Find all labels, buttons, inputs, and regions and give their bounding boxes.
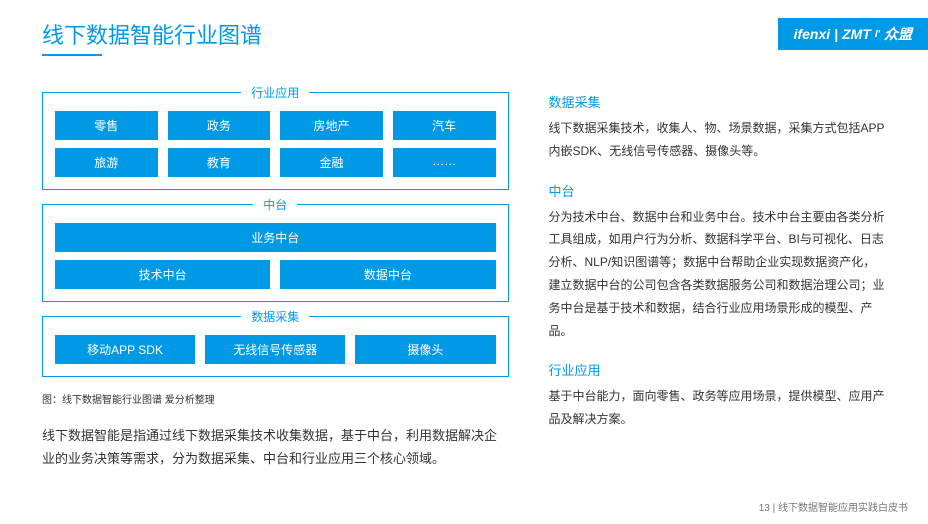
item-box: 教育 bbox=[168, 148, 271, 177]
left-description: 线下数据智能是指通过线下数据采集技术收集数据，基于中台，利用数据解决企业的业务决… bbox=[42, 424, 509, 471]
section-label: 行业应用 bbox=[241, 84, 309, 101]
logo-brand2: ZMT bbox=[842, 26, 871, 42]
box-row: 移动APP SDK 无线信号传感器摄像头 bbox=[55, 335, 496, 364]
footer-sep: | bbox=[770, 503, 778, 514]
right-heading: 行业应用 bbox=[549, 360, 886, 379]
right-section: 中台分为技术中台、数据中台和业务中台。技术中台主要由各类分析工具组成，如用户行为… bbox=[549, 181, 886, 343]
right-body: 分为技术中台、数据中台和业务中台。技术中台主要由各类分析工具组成，如用户行为分析… bbox=[549, 206, 886, 343]
page-footer: 13 | 线下数据智能应用实践白皮书 bbox=[759, 499, 908, 514]
right-section: 数据采集线下数据采集技术，收集人、物、场景数据，采集方式包括APP内嵌SDK、无… bbox=[549, 92, 886, 163]
left-column: 行业应用零售政务房地产汽车旅游教育金融……中台业务中台技术中台数据中台数据采集移… bbox=[42, 92, 509, 471]
item-box: …… bbox=[393, 148, 496, 177]
logo-sep: | bbox=[834, 26, 838, 42]
section-label: 数据采集 bbox=[241, 308, 309, 325]
item-box: 汽车 bbox=[393, 111, 496, 140]
diagram: 行业应用零售政务房地产汽车旅游教育金融……中台业务中台技术中台数据中台数据采集移… bbox=[42, 92, 509, 377]
section-box: 中台业务中台技术中台数据中台 bbox=[42, 204, 509, 302]
box-row: 业务中台 bbox=[55, 223, 496, 252]
item-box: 移动APP SDK bbox=[55, 335, 195, 364]
title-underline bbox=[42, 54, 102, 56]
right-heading: 中台 bbox=[549, 181, 886, 200]
right-section: 行业应用基于中台能力，面向零售、政务等应用场景，提供模型、应用产品及解决方案。 bbox=[549, 360, 886, 431]
box-row: 旅游教育金融 …… bbox=[55, 148, 496, 177]
section-label: 中台 bbox=[253, 196, 297, 213]
right-body: 线下数据采集技术，收集人、物、场景数据，采集方式包括APP内嵌SDK、无线信号传… bbox=[549, 117, 886, 163]
right-body: 基于中台能力，面向零售、政务等应用场景，提供模型、应用产品及解决方案。 bbox=[549, 385, 886, 431]
box-row: 技术中台数据中台 bbox=[55, 260, 496, 289]
item-box: 旅游 bbox=[55, 148, 158, 177]
item-box: 技术中台 bbox=[55, 260, 270, 289]
page-number: 13 bbox=[759, 503, 770, 514]
diagram-caption: 图：线下数据智能行业图谱 爱分析整理 bbox=[42, 391, 509, 406]
item-box: 业务中台 bbox=[55, 223, 496, 252]
section-box: 行业应用零售政务房地产汽车旅游教育金融…… bbox=[42, 92, 509, 190]
logo-brand1: ifenxi bbox=[794, 26, 831, 42]
section-box: 数据采集移动APP SDK无线信号传感器摄像头 bbox=[42, 316, 509, 377]
item-box: 摄像头 bbox=[355, 335, 495, 364]
item-box: 金融 bbox=[280, 148, 383, 177]
box-row: 零售政务房地产汽车 bbox=[55, 111, 496, 140]
logo-bar: ifenxi | ZMT I' 众盟 bbox=[778, 18, 928, 50]
logo-brand3: 众盟 bbox=[884, 24, 912, 44]
item-box: 无线信号传感器 bbox=[205, 335, 345, 364]
item-box: 房地产 bbox=[280, 111, 383, 140]
right-column: 数据采集线下数据采集技术，收集人、物、场景数据，采集方式包括APP内嵌SDK、无… bbox=[549, 92, 886, 471]
page-title: 线下数据智能行业图谱 bbox=[42, 18, 262, 50]
item-box: 政务 bbox=[168, 111, 271, 140]
item-box: 数据中台 bbox=[280, 260, 495, 289]
footer-doc-title: 线下数据智能应用实践白皮书 bbox=[778, 503, 908, 514]
right-heading: 数据采集 bbox=[549, 92, 886, 111]
logo-superscript: I' bbox=[875, 29, 880, 40]
item-box: 零售 bbox=[55, 111, 158, 140]
